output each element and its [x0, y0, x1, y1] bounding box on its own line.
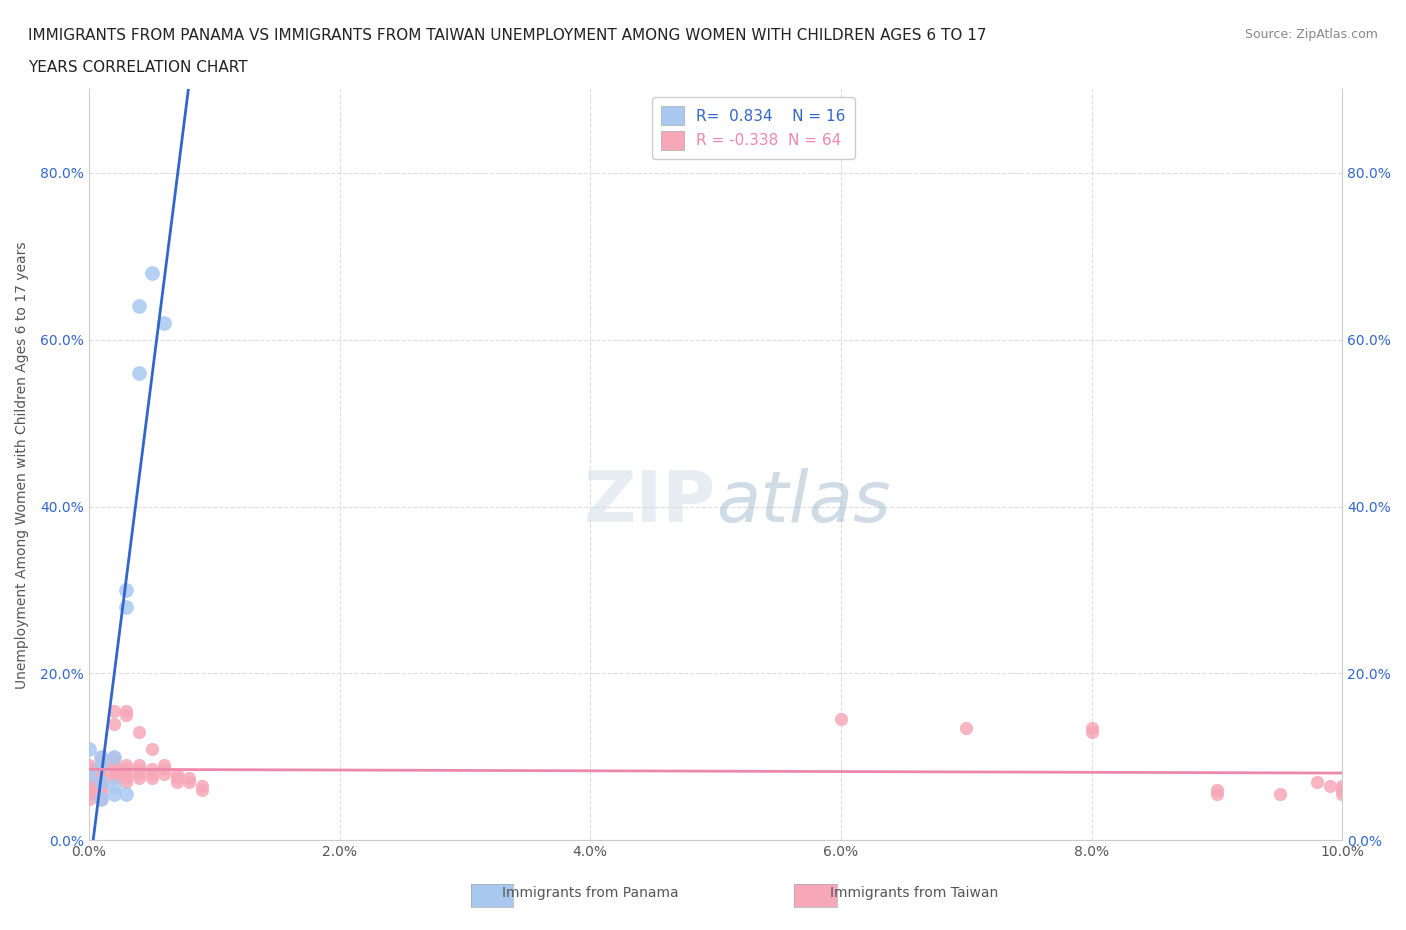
- Point: [190, 783, 212, 798]
- Point: [1080, 724, 1102, 739]
- Point: [830, 711, 852, 726]
- Text: Immigrants from Panama: Immigrants from Panama: [502, 885, 679, 900]
- Point: [1331, 787, 1354, 802]
- Point: [141, 762, 163, 777]
- Point: [141, 266, 163, 281]
- Point: [90, 791, 112, 806]
- Point: [90, 775, 112, 790]
- Point: [128, 724, 150, 739]
- Point: [115, 787, 138, 802]
- Point: [103, 750, 125, 764]
- Point: [166, 766, 188, 781]
- Point: [1206, 783, 1229, 798]
- Point: [90, 750, 112, 764]
- Point: [103, 716, 125, 731]
- Point: [153, 766, 176, 781]
- Point: [103, 753, 125, 768]
- Text: YEARS CORRELATION CHART: YEARS CORRELATION CHART: [28, 60, 247, 75]
- Point: [77, 791, 100, 806]
- Point: [153, 315, 176, 330]
- Point: [103, 762, 125, 777]
- Point: [128, 762, 150, 777]
- Point: [1206, 787, 1229, 802]
- Point: [103, 704, 125, 719]
- Point: [90, 750, 112, 764]
- Point: [90, 762, 112, 777]
- Point: [115, 582, 138, 597]
- Legend: R=  0.834    N = 16, R = -0.338  N = 64: R= 0.834 N = 16, R = -0.338 N = 64: [652, 97, 855, 159]
- Point: [166, 770, 188, 785]
- Point: [166, 775, 188, 790]
- Point: [77, 770, 100, 785]
- Point: [141, 770, 163, 785]
- Point: [103, 770, 125, 785]
- Point: [90, 775, 112, 790]
- Point: [141, 766, 163, 781]
- Point: [77, 775, 100, 790]
- Point: [1331, 783, 1354, 798]
- Text: Source: ZipAtlas.com: Source: ZipAtlas.com: [1244, 28, 1378, 41]
- Text: atlas: atlas: [716, 468, 890, 537]
- Point: [115, 762, 138, 777]
- Point: [90, 787, 112, 802]
- Point: [115, 599, 138, 614]
- Point: [190, 778, 212, 793]
- Point: [128, 299, 150, 313]
- Point: [77, 787, 100, 802]
- Point: [179, 775, 201, 790]
- Y-axis label: Unemployment Among Women with Children Ages 6 to 17 years: Unemployment Among Women with Children A…: [15, 241, 30, 688]
- Point: [141, 741, 163, 756]
- Point: [90, 758, 112, 773]
- Point: [77, 758, 100, 773]
- Point: [103, 766, 125, 781]
- Point: [115, 766, 138, 781]
- Point: [153, 758, 176, 773]
- Text: Immigrants from Taiwan: Immigrants from Taiwan: [830, 885, 998, 900]
- Point: [77, 783, 100, 798]
- Point: [77, 778, 100, 793]
- Point: [103, 778, 125, 793]
- Point: [77, 766, 100, 781]
- Point: [179, 770, 201, 785]
- Point: [128, 365, 150, 380]
- Point: [115, 704, 138, 719]
- Point: [77, 762, 100, 777]
- Point: [90, 758, 112, 773]
- Point: [1306, 775, 1329, 790]
- Point: [1319, 778, 1341, 793]
- Point: [90, 791, 112, 806]
- Point: [115, 708, 138, 723]
- Point: [128, 766, 150, 781]
- Text: IMMIGRANTS FROM PANAMA VS IMMIGRANTS FROM TAIWAN UNEMPLOYMENT AMONG WOMEN WITH C: IMMIGRANTS FROM PANAMA VS IMMIGRANTS FRO…: [28, 28, 987, 43]
- Point: [1268, 787, 1291, 802]
- Point: [90, 770, 112, 785]
- Point: [77, 741, 100, 756]
- Point: [115, 775, 138, 790]
- Point: [103, 758, 125, 773]
- Point: [1080, 720, 1102, 735]
- Point: [103, 750, 125, 764]
- Point: [103, 787, 125, 802]
- Point: [955, 720, 977, 735]
- Point: [1331, 778, 1354, 793]
- Point: [90, 783, 112, 798]
- Point: [90, 778, 112, 793]
- Text: ZIP: ZIP: [583, 468, 716, 537]
- Point: [153, 762, 176, 777]
- Point: [128, 770, 150, 785]
- Point: [115, 770, 138, 785]
- Point: [128, 758, 150, 773]
- Point: [90, 766, 112, 781]
- Point: [115, 758, 138, 773]
